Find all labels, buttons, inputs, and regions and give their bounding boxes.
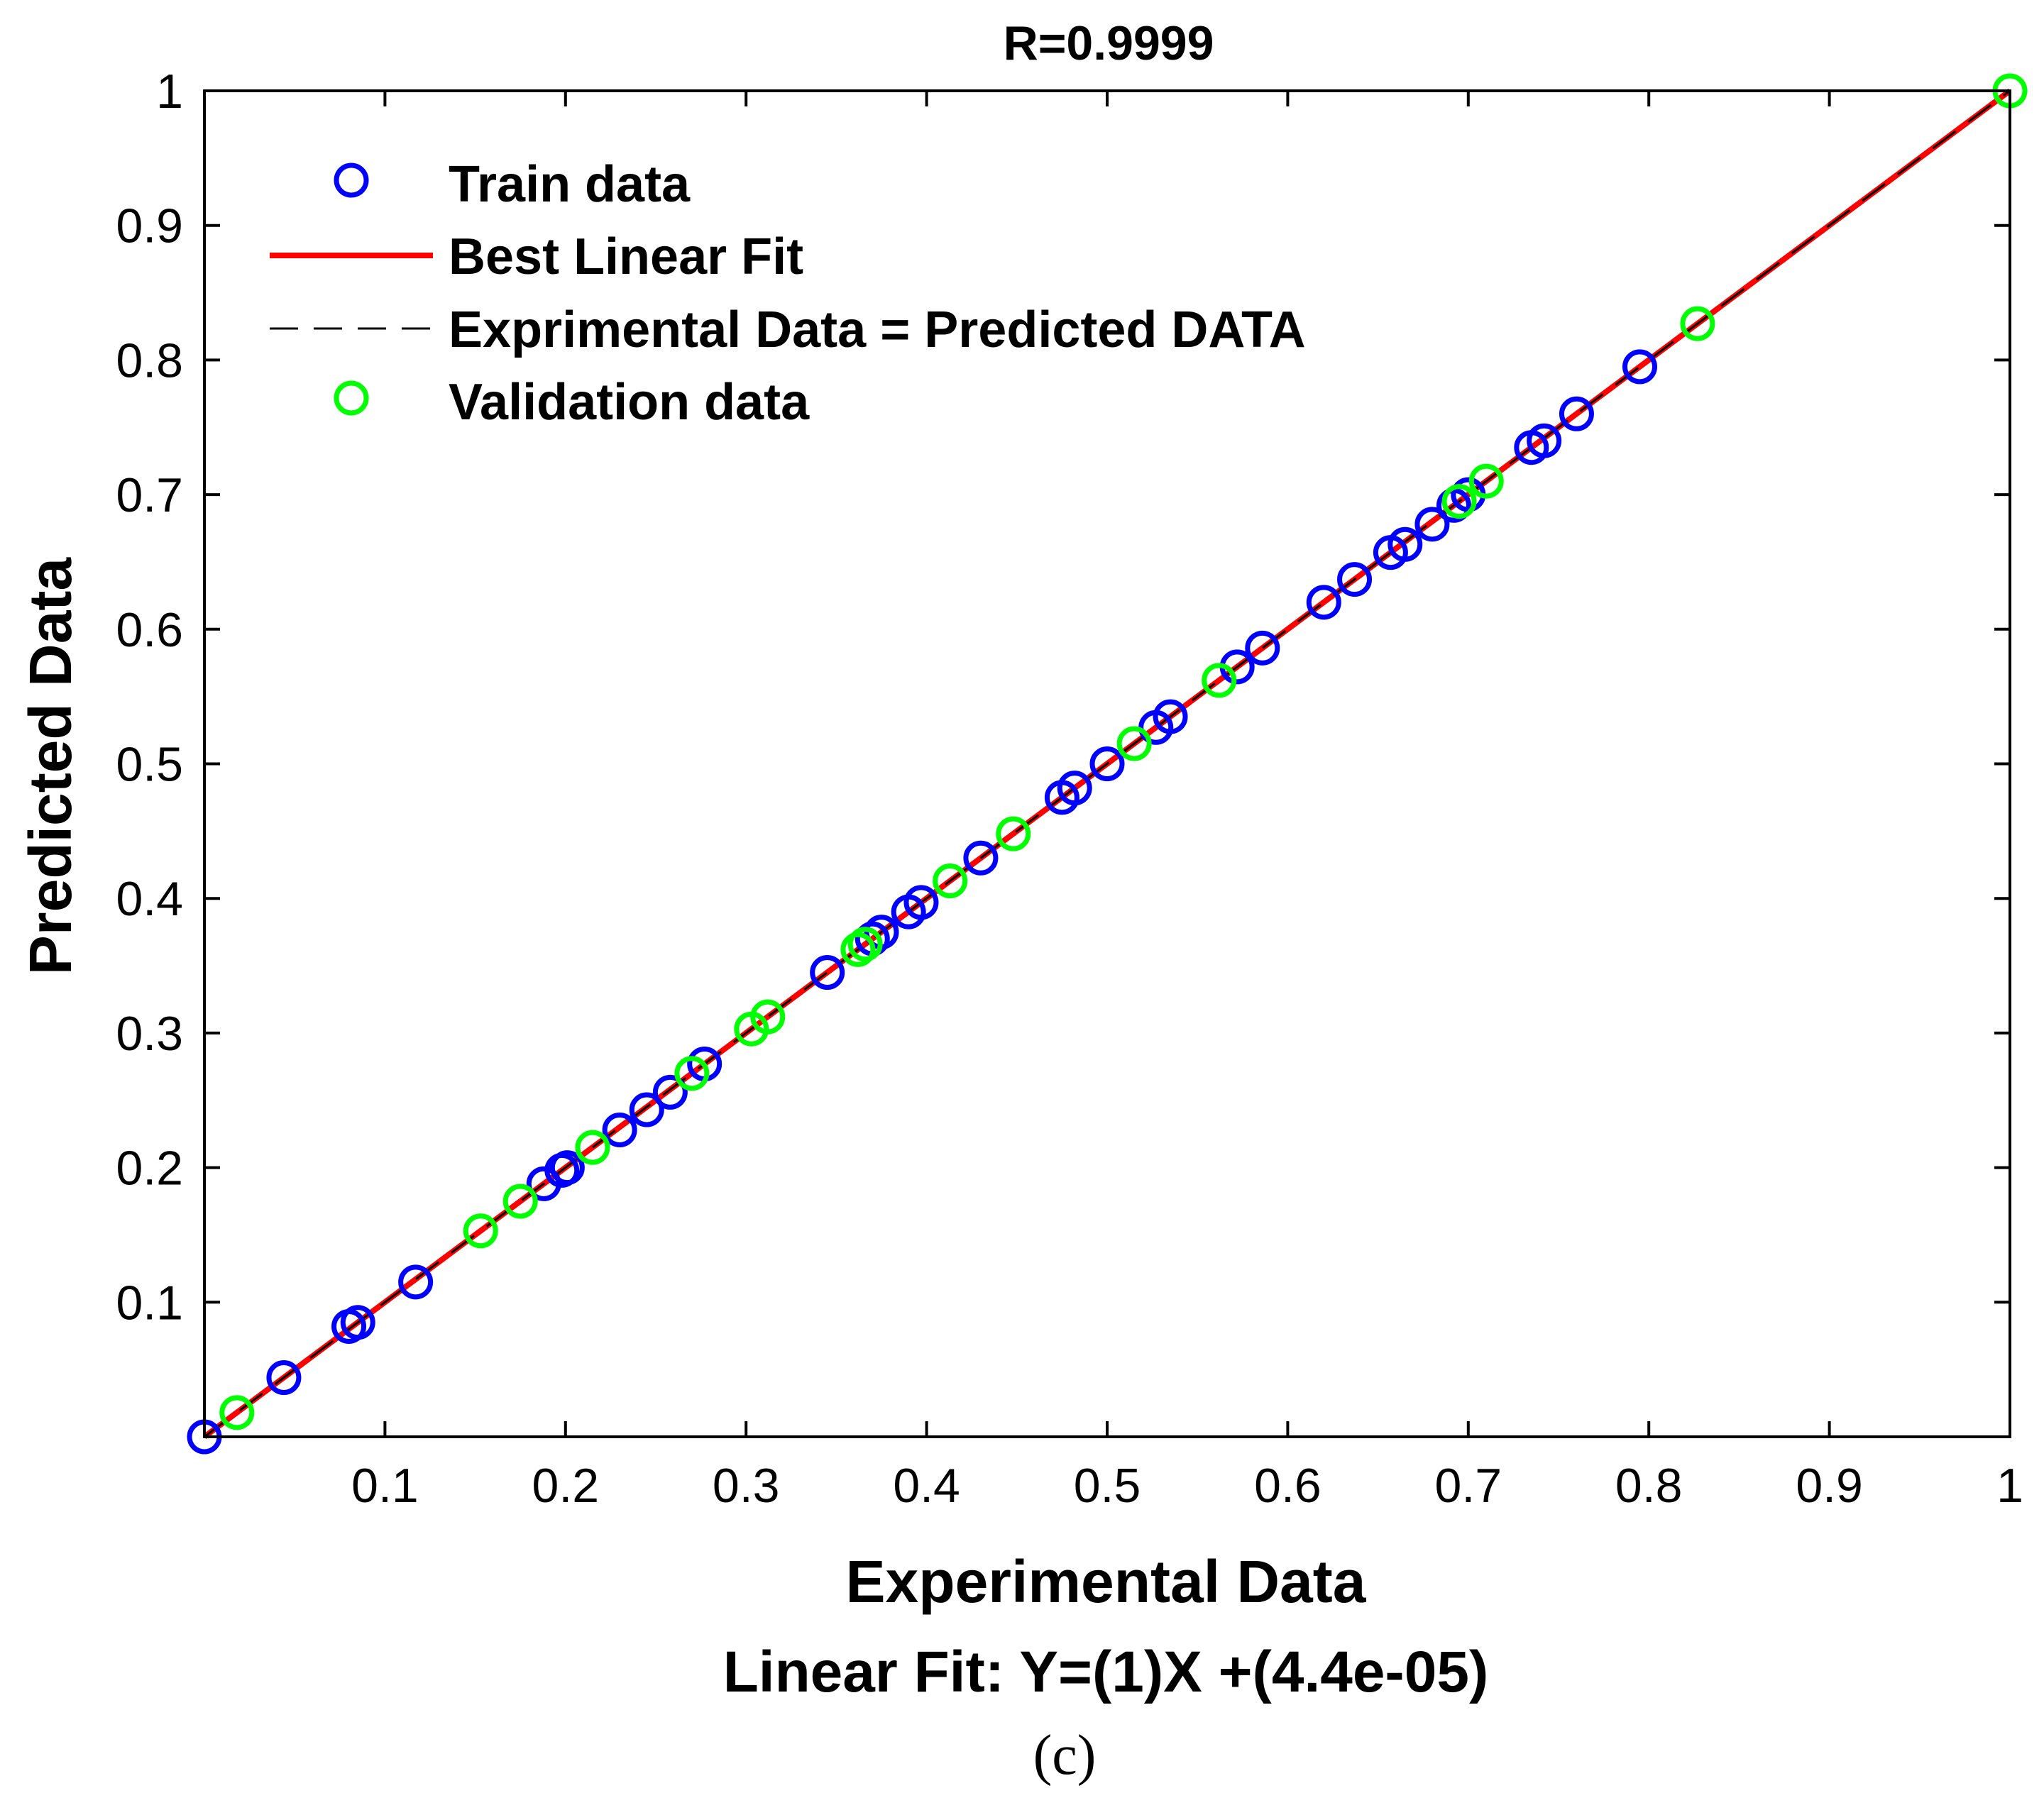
legend-exprimental-data-predicted-data: Exprimental Data = Predicted DATA — [270, 302, 1306, 358]
identity-line — [204, 89, 2011, 1438]
data-point — [266, 1360, 302, 1396]
x-tick-label: 1 — [1996, 1459, 2023, 1513]
data-point — [750, 999, 786, 1035]
data-point — [398, 1264, 434, 1300]
data-point — [652, 1074, 688, 1110]
data-point — [1245, 630, 1280, 666]
y-tick-labels: 0.1 0.2 0.3 0.4 0.5 0.6 0.7 0.8 0.9 1 — [116, 65, 183, 1330]
data-point — [1468, 463, 1504, 499]
x-tick-label: 0.5 — [1074, 1459, 1141, 1513]
legend-label: Validation data — [449, 374, 810, 431]
x-axis-label: Experimental Data — [846, 1548, 1367, 1615]
fit-equation: Linear Fit: Y=(1)X +(4.4e-05) — [723, 1640, 1489, 1704]
data-point — [463, 1213, 498, 1249]
y-tick-label: 0.2 — [116, 1142, 183, 1196]
data-point — [549, 1150, 585, 1186]
figure-caption: (c) — [1033, 1724, 1097, 1787]
data-point — [1337, 562, 1373, 597]
data-point — [340, 1305, 375, 1340]
legend-marker-icon — [334, 380, 369, 416]
x-tick-label: 0.9 — [1796, 1459, 1863, 1513]
y-tick-label: 0.1 — [116, 1276, 183, 1330]
data-point — [219, 1395, 255, 1430]
data-point — [1388, 526, 1423, 562]
legend-validation-data: Validation data — [334, 374, 810, 431]
y-tick-label: 0.4 — [116, 872, 183, 926]
train-data-series — [187, 349, 1657, 1455]
x-tick-label: 0.6 — [1254, 1459, 1322, 1513]
plot-area — [202, 88, 2012, 1440]
axis-ticks — [204, 89, 2011, 1437]
x-tick-label: 0.8 — [1615, 1459, 1683, 1513]
data-point — [1116, 726, 1152, 761]
y-tick-label: 0.7 — [116, 468, 183, 522]
data-point — [933, 864, 968, 899]
legend-label: Train data — [449, 156, 691, 213]
legend-train-data: Train data — [334, 156, 691, 213]
x-tick-label: 0.2 — [532, 1459, 600, 1513]
data-point — [1089, 746, 1125, 781]
data-point — [1559, 396, 1594, 431]
legend-marker-icon — [334, 162, 369, 198]
chart-title: R=0.9999 — [1004, 16, 1214, 70]
data-point — [840, 932, 876, 967]
y-tick-label: 0.5 — [116, 738, 183, 792]
y-axis-label: Predicted Data — [17, 557, 84, 975]
data-point — [629, 1092, 664, 1127]
data-point — [1414, 507, 1450, 542]
data-point — [575, 1130, 610, 1165]
y-tick-label: 0.6 — [116, 603, 183, 657]
data-point — [502, 1184, 538, 1219]
x-tick-label: 0.3 — [713, 1459, 780, 1513]
y-tick-label: 1 — [156, 65, 183, 118]
data-point — [602, 1112, 637, 1147]
y-tick-label: 0.9 — [116, 199, 183, 253]
data-point — [1306, 585, 1341, 620]
data-point — [1680, 306, 1715, 341]
data-point — [1622, 349, 1657, 385]
legend-label: Exprimental Data = Predicted DATA — [449, 302, 1306, 358]
data-point — [674, 1056, 710, 1091]
x-tick-label: 0.4 — [893, 1459, 960, 1513]
data-points — [187, 73, 2028, 1455]
data-point — [963, 840, 999, 876]
y-tick-label: 0.8 — [116, 333, 183, 387]
x-tick-label: 0.1 — [351, 1459, 419, 1513]
data-point — [1057, 771, 1092, 806]
y-tick-label: 0.3 — [116, 1007, 183, 1061]
data-point — [1202, 663, 1237, 698]
data-point — [1153, 699, 1188, 734]
data-point — [810, 955, 845, 991]
data-point — [996, 816, 1031, 851]
x-tick-labels: 0.1 0.2 0.3 0.4 0.5 0.6 0.7 0.8 0.9 1 — [351, 1459, 2023, 1513]
data-point — [903, 885, 939, 920]
x-tick-label: 0.7 — [1435, 1459, 1502, 1513]
axes-box — [203, 89, 2011, 1438]
validation-data-series — [219, 73, 2028, 1430]
legend-label: Best Linear Fit — [449, 228, 803, 285]
data-point — [1441, 484, 1477, 519]
data-point — [847, 927, 883, 962]
data-point — [1527, 423, 1562, 458]
legend-best-linear-fit: Best Linear Fit — [270, 228, 803, 285]
legend: Train data Best Linear Fit Exprimental Dat… — [270, 156, 1306, 431]
